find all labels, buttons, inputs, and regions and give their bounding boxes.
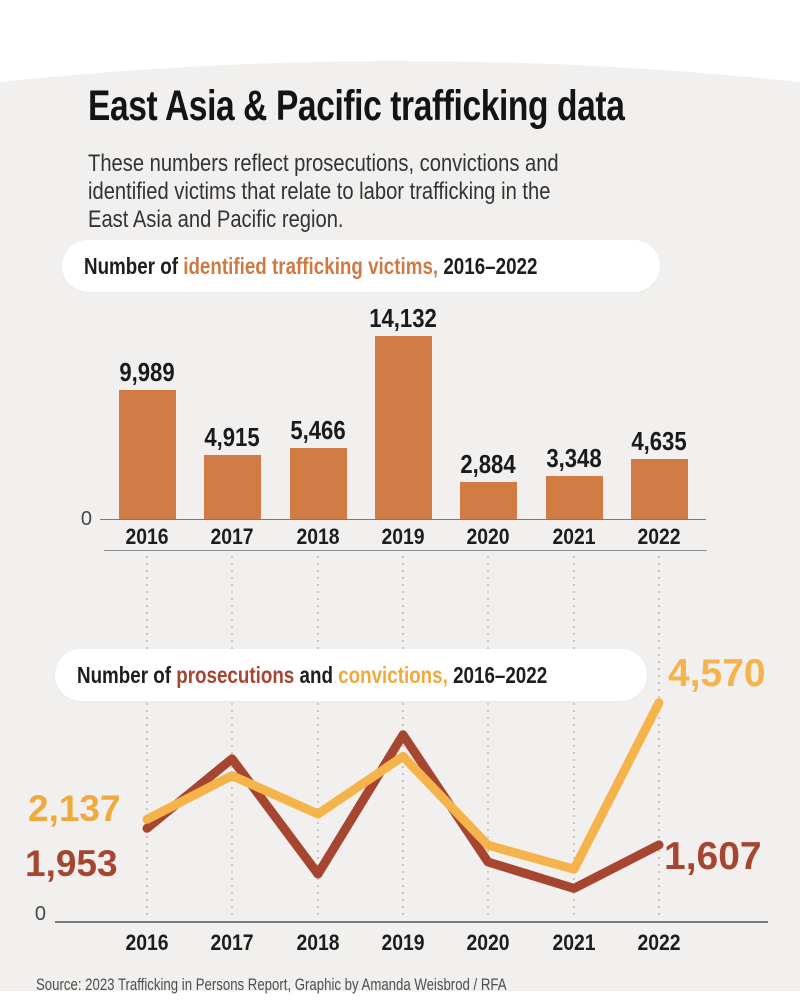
year-label-2019: 2019 [381, 524, 425, 549]
chart2-heading-prefix: Number of [77, 661, 177, 688]
chart1-heading-prefix: Number of [84, 252, 184, 279]
subtitle-line-3: East Asia and Pacific region. [88, 206, 344, 233]
line-chart-x-axis [55, 921, 768, 923]
year-label-2016: 2016 [125, 524, 169, 549]
dotted-gridline-2019 [402, 556, 404, 920]
bar-2017 [204, 455, 261, 519]
prosecutions-end-value: 1,607 [664, 835, 762, 878]
year-label-2017: 2017 [210, 524, 254, 549]
bar-2016 [119, 390, 176, 519]
line-chart-zero-label: 0 [34, 903, 46, 925]
source-credit: Source: 2023 Trafficking in Persons Repo… [36, 976, 507, 994]
chart1-heading-highlight: identified trafficking victims, [183, 252, 439, 279]
bar-value-label: 4,635 [631, 426, 687, 456]
dotted-gridline-2021 [573, 556, 575, 920]
year-label-2022: 2022 [637, 524, 681, 549]
year-label-2018: 2018 [296, 930, 340, 955]
bar-value-label: 4,915 [204, 422, 260, 452]
bar-2021 [546, 476, 603, 519]
bar-value-label: 14,132 [369, 303, 437, 333]
year-label-2022: 2022 [637, 930, 681, 955]
year-label-2016: 2016 [125, 930, 169, 955]
page-title: East Asia & Pacific trafficking data [88, 82, 625, 130]
dotted-gridline-2016 [146, 556, 148, 920]
separator-line [104, 549, 707, 551]
convictions-start-value: 2,137 [28, 788, 121, 829]
top-curve-decoration [0, 0, 800, 82]
prosecutions-start-value: 1,953 [25, 843, 118, 884]
chart2-heading-convictions: convictions, [338, 661, 448, 688]
dotted-gridline-2020 [487, 556, 489, 920]
chart1-heading-pill: Number of identified trafficking victims… [62, 240, 660, 292]
chart2-heading-mid: and [294, 661, 339, 688]
year-label-2020: 2020 [466, 524, 510, 549]
chart2-heading-prosecutions: prosecutions [176, 661, 295, 688]
chart2-heading-suffix: 2016–2022 [447, 661, 548, 688]
bar-chart-zero-label: 0 [80, 508, 92, 530]
bar-2022 [631, 459, 688, 519]
bar-2018 [290, 448, 347, 519]
chart2-heading-pill: Number of prosecutions and convictions, … [55, 649, 647, 701]
dotted-gridline-2022 [658, 556, 660, 920]
dotted-gridline-2018 [317, 556, 319, 920]
year-label-2021: 2021 [552, 524, 596, 549]
bar-2020 [460, 482, 517, 519]
chart1-heading: Number of identified trafficking victims… [84, 253, 537, 280]
chart2-heading: Number of prosecutions and convictions, … [77, 662, 547, 689]
year-label-2021: 2021 [552, 930, 596, 955]
bar-2019 [375, 336, 432, 519]
dotted-gridline-2017 [231, 556, 233, 920]
bar-value-label: 5,466 [290, 415, 346, 445]
year-label-2019: 2019 [381, 930, 425, 955]
bar-value-label: 9,989 [119, 357, 175, 387]
page-subtitle: These numbers reflect prosecutions, conv… [88, 150, 648, 234]
bar-value-label: 2,884 [460, 449, 516, 479]
year-label-2017: 2017 [210, 930, 254, 955]
convictions-end-value: 4,570 [668, 652, 766, 695]
chart1-heading-suffix: 2016–2022 [438, 252, 538, 279]
year-label-2018: 2018 [296, 524, 340, 549]
subtitle-line-1: These numbers reflect prosecutions, conv… [88, 150, 559, 177]
subtitle-line-2: identified victims that relate to labor … [88, 178, 551, 205]
bar-chart-x-axis [100, 518, 706, 520]
year-label-2020: 2020 [466, 930, 510, 955]
bar-value-label: 3,348 [546, 443, 602, 473]
